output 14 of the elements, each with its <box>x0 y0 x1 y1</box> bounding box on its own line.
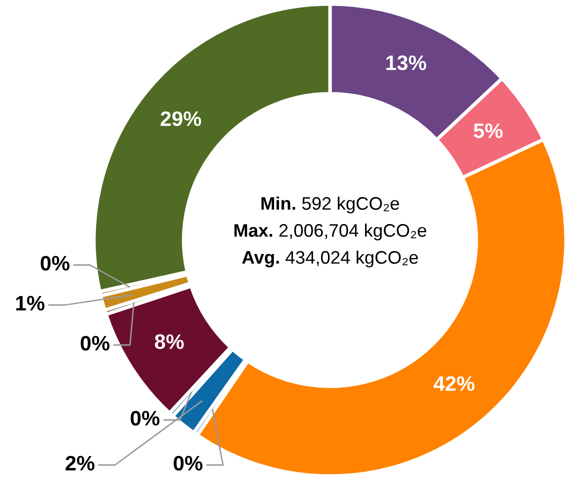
data-label: 0% <box>174 456 202 471</box>
text: Max. 2,006,704 kgCO₂e <box>234 224 426 240</box>
data-label: 0% <box>40 256 70 271</box>
data-label: 2% <box>66 456 94 471</box>
text: Avg. 434,024 kgCO₂e <box>242 250 418 268</box>
data-label: 5% <box>474 123 503 138</box>
data-label: 42% <box>434 376 474 391</box>
data-label: 8% <box>154 334 184 350</box>
data-label: 29% <box>160 111 202 126</box>
data-label: 1% <box>16 296 44 311</box>
data-label: 0% <box>80 336 110 351</box>
text: Min. 592 kgCO₂e <box>261 196 400 214</box>
data-label: 0% <box>130 410 160 426</box>
data-label: 13% <box>386 55 426 70</box>
